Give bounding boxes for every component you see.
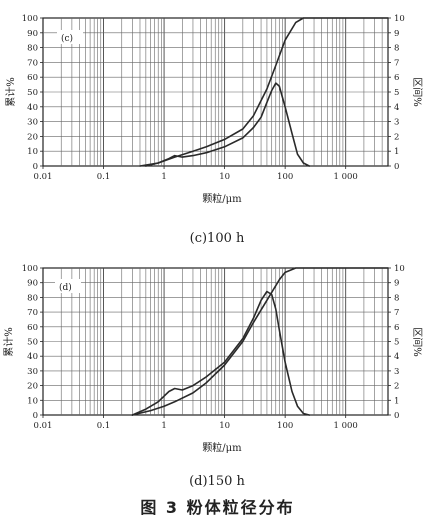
series-line-interval [131, 290, 311, 416]
ytick-right-label: 8 [394, 44, 399, 54]
ytick-left-label: 10 [27, 396, 38, 406]
ytick-right-label: 7 [394, 58, 399, 68]
panel-c-curves [139, 17, 389, 167]
ytick-right-label: 7 [394, 308, 399, 318]
panel-c-yticks-left: 0 10 20 30 40 50 60 70 80 90 100 [22, 14, 43, 172]
ytick-left-label: 60 [27, 323, 38, 333]
ytick-left-label: 90 [27, 29, 38, 39]
ytick-left-label: 20 [27, 132, 38, 142]
ytick-right-label: 6 [394, 73, 399, 83]
panel-c-ylabel-right: 区间% [411, 77, 424, 107]
xtick-label: 1 000 [334, 421, 358, 431]
ytick-left-label: 20 [27, 382, 38, 392]
ytick-right-label: 4 [394, 103, 399, 113]
ytick-right-label: 2 [394, 382, 399, 392]
ytick-right-label: 3 [394, 118, 399, 128]
panel-d-ylabel-left: 累计% [2, 327, 15, 357]
ytick-left-label: 10 [27, 147, 38, 157]
panel-d-yticks-left: 0 10 20 30 40 50 60 70 80 90 100 [22, 264, 43, 421]
series-line-cumulative [131, 267, 389, 416]
panel-d-grid [43, 268, 388, 415]
panel-d-xticks: 0.01 0.1 1 10 100 1 000 [34, 415, 358, 431]
ytick-left-label: 90 [27, 279, 38, 289]
xtick-label: 100 [277, 172, 293, 182]
ytick-right-label: 0 [394, 162, 399, 172]
ytick-right-label: 8 [394, 293, 399, 303]
panel-d-tag-bg [55, 279, 81, 293]
xtick-label: 100 [277, 421, 293, 431]
panel-d-tag: (d) [59, 282, 72, 293]
ytick-left-label: 30 [27, 367, 38, 377]
panel-d-yticks-right: 0 1 2 3 4 5 6 7 8 9 10 [388, 264, 405, 421]
panel-c-xlabel: 颗粒/μm [202, 192, 242, 205]
ytick-right-label: 9 [394, 29, 399, 39]
ytick-right-label: 10 [394, 264, 405, 274]
ytick-left-label: 40 [27, 103, 38, 113]
ytick-right-label: 5 [394, 338, 399, 348]
ytick-left-label: 40 [27, 352, 38, 362]
series-line-interval [145, 82, 311, 167]
xtick-label: 10 [219, 172, 230, 182]
ytick-left-label: 70 [27, 308, 38, 318]
xtick-label: 0.01 [34, 172, 53, 182]
ytick-right-label: 3 [394, 367, 399, 377]
xtick-label: 0.1 [97, 172, 111, 182]
ytick-right-label: 1 [394, 147, 399, 157]
ytick-left-label: 100 [22, 264, 38, 274]
xtick-label: 0.01 [34, 421, 53, 431]
xtick-label: 0.1 [97, 421, 111, 431]
xtick-label: 1 [161, 421, 166, 431]
ytick-left-label: 70 [27, 58, 38, 68]
ytick-left-label: 0 [33, 411, 38, 421]
xtick-label: 1 000 [334, 172, 358, 182]
panel-d-xlabel: 颗粒/μm [202, 441, 242, 454]
panel-c-tag: (c) [61, 33, 73, 44]
figure-caption: 图 3 粉体粒径分布 [140, 498, 295, 517]
ytick-right-label: 6 [394, 323, 399, 333]
panel-c-caption: (c)100 h [190, 231, 245, 246]
ytick-right-label: 9 [394, 279, 399, 289]
ytick-left-label: 30 [27, 118, 38, 128]
ytick-left-label: 60 [27, 73, 38, 83]
panel-c-xticks: 0.01 0.1 1 10 100 1 000 [34, 166, 358, 182]
ytick-left-label: 80 [27, 44, 38, 54]
ytick-right-label: 2 [394, 132, 399, 142]
ytick-left-label: 80 [27, 293, 38, 303]
ytick-left-label: 50 [27, 338, 38, 348]
ytick-left-label: 100 [22, 14, 38, 24]
panel-d-curves [131, 267, 389, 416]
xtick-label: 1 [161, 172, 166, 182]
ytick-right-label: 1 [394, 396, 399, 406]
ytick-right-label: 10 [394, 14, 405, 24]
ytick-right-label: 5 [394, 88, 399, 98]
ytick-left-label: 0 [33, 162, 38, 172]
panel-c-yticks-right: 0 1 2 3 4 5 6 7 8 9 10 [388, 14, 405, 172]
panel-c: 0 10 20 30 40 50 60 70 80 90 100 0 1 2 3 4 5 6 7 8 9 10 0.01… [4, 14, 424, 246]
ytick-right-label: 4 [394, 352, 399, 362]
series-line-cumulative [139, 17, 389, 167]
xtick-label: 10 [219, 421, 230, 431]
ytick-left-label: 50 [27, 88, 38, 98]
panel-d-ylabel-right: 区间% [411, 327, 424, 357]
panel-c-tag-bg [57, 30, 83, 44]
panel-c-grid [43, 18, 388, 166]
panel-d-caption: (d)150 h [189, 474, 245, 489]
panel-c-ylabel-left: 累计% [4, 77, 17, 107]
ytick-right-label: 0 [394, 411, 399, 421]
panel-d: 0 10 20 30 40 50 60 70 80 90 100 0 1 2 3 4 5 6 7 8 9 10 0.01… [2, 264, 424, 489]
